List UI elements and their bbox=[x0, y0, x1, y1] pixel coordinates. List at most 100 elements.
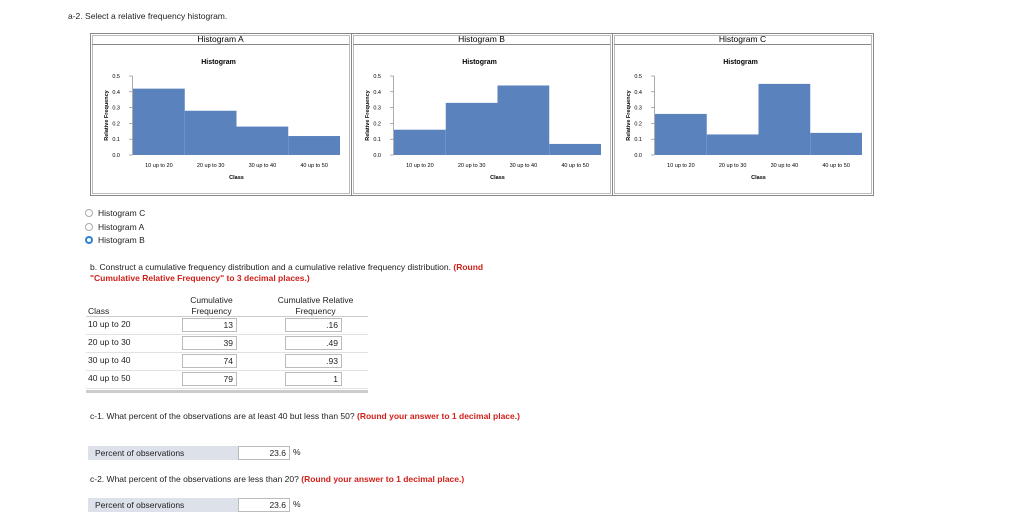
chart-title: Histogram bbox=[462, 59, 497, 66]
y-axis-label: Relative Frequency bbox=[104, 89, 110, 140]
table-header: Cumulative Relative Frequency bbox=[277, 295, 354, 316]
bar bbox=[394, 129, 446, 155]
row-label: Percent of observations bbox=[88, 498, 238, 512]
instruction: (Round your answer to 1 decimal place.) bbox=[357, 411, 520, 421]
class-cell: 30 up to 40 bbox=[88, 355, 131, 365]
answer-input[interactable]: 23.6 bbox=[238, 498, 290, 512]
label: a-2. bbox=[68, 11, 83, 21]
input-cell[interactable]: 13 bbox=[182, 318, 237, 332]
option-label: Histogram A bbox=[98, 221, 145, 232]
bar bbox=[549, 143, 601, 155]
input-cell[interactable]: .49 bbox=[285, 336, 342, 350]
bar bbox=[655, 113, 707, 155]
input-cell[interactable]: 74 bbox=[182, 354, 237, 368]
x-axis-label: Class bbox=[751, 175, 766, 181]
instruction: (Round "Cumulative Relative Frequency" t… bbox=[90, 262, 484, 283]
x-tick-label: 20 up to 30 bbox=[719, 163, 747, 169]
x-tick-label: 30 up to 40 bbox=[249, 163, 277, 169]
y-tick-label: 0.1 bbox=[634, 137, 642, 143]
radio[interactable] bbox=[85, 222, 93, 231]
table-header: Class bbox=[88, 306, 110, 316]
y-tick-label: 0.0 bbox=[373, 153, 381, 159]
answer-input[interactable]: 23.6 bbox=[238, 446, 290, 460]
bar bbox=[445, 102, 498, 155]
input-cell[interactable]: 39 bbox=[182, 336, 237, 350]
label: c-2. bbox=[90, 474, 105, 484]
chart-title: Histogram bbox=[201, 59, 236, 66]
chart-title: Histogram bbox=[723, 59, 758, 66]
x-axis-label: Class bbox=[490, 175, 505, 181]
heading: Histogram C bbox=[719, 34, 766, 44]
y-tick-label: 0.1 bbox=[373, 137, 381, 143]
unit: % bbox=[293, 447, 301, 457]
input-cell[interactable]: .93 bbox=[285, 354, 342, 368]
y-axis-label: Relative Frequency bbox=[626, 89, 632, 140]
heading: Histogram B bbox=[458, 34, 505, 44]
x-tick-label: 30 up to 40 bbox=[771, 163, 799, 169]
input-cell[interactable]: 1 bbox=[285, 372, 342, 386]
x-tick-label: 20 up to 30 bbox=[458, 163, 486, 169]
input-cell[interactable]: .16 bbox=[285, 318, 342, 332]
row-rule bbox=[86, 370, 368, 371]
row-rule bbox=[86, 388, 368, 389]
y-tick-label: 0.2 bbox=[373, 121, 381, 127]
question-b: b. Construct a cumulative frequency dist… bbox=[90, 262, 520, 284]
header-rule bbox=[86, 316, 368, 317]
bar bbox=[810, 132, 862, 155]
y-tick-label: 0.1 bbox=[112, 137, 120, 143]
x-axis-label: Class bbox=[229, 175, 244, 181]
panel bbox=[612, 33, 874, 196]
radio[interactable] bbox=[85, 236, 93, 244]
x-tick-label: 10 up to 20 bbox=[406, 163, 434, 169]
bar bbox=[133, 88, 185, 155]
text: What percent of the observations are les… bbox=[106, 474, 299, 484]
panel-inner bbox=[92, 35, 350, 194]
x-tick-label: 40 up to 50 bbox=[561, 163, 589, 169]
y-tick-label: 0.2 bbox=[634, 121, 642, 127]
x-tick-label: 30 up to 40 bbox=[510, 163, 538, 169]
x-tick-label: 10 up to 20 bbox=[667, 163, 695, 169]
bar bbox=[236, 126, 289, 155]
input-cell[interactable]: 79 bbox=[182, 372, 237, 386]
question-c1: c-1. What percent of the observations ar… bbox=[90, 411, 530, 422]
y-tick-label: 0.2 bbox=[112, 121, 120, 127]
panel-inner bbox=[614, 35, 872, 194]
bar bbox=[706, 134, 759, 155]
y-tick-label: 0.5 bbox=[112, 74, 120, 80]
x-tick-label: 40 up to 50 bbox=[822, 163, 850, 169]
panel-inner bbox=[353, 35, 611, 194]
bar bbox=[497, 85, 550, 155]
option-label: Histogram C bbox=[98, 208, 146, 218]
y-tick-label: 0.4 bbox=[112, 90, 120, 96]
y-tick-label: 0.3 bbox=[373, 106, 381, 112]
label: c-1. bbox=[90, 411, 105, 421]
class-cell: 20 up to 30 bbox=[88, 337, 131, 347]
text: Construct a cumulative frequency distrib… bbox=[99, 262, 451, 272]
question-c2: c-2. What percent of the observations ar… bbox=[90, 474, 530, 485]
x-tick-label: 40 up to 50 bbox=[300, 163, 328, 169]
y-tick-label: 0.3 bbox=[634, 106, 642, 112]
bar bbox=[288, 136, 340, 155]
question-a2: a-2. Select a relative frequency histogr… bbox=[68, 11, 227, 22]
y-tick-label: 0.4 bbox=[634, 90, 642, 96]
x-tick-label: 10 up to 20 bbox=[145, 163, 173, 169]
radio[interactable] bbox=[85, 209, 93, 217]
bar bbox=[184, 110, 237, 155]
option-label: Histogram B bbox=[98, 235, 145, 245]
class-cell: 10 up to 20 bbox=[88, 319, 131, 329]
unit: % bbox=[293, 499, 301, 509]
table-rule bbox=[86, 390, 368, 393]
heading: Histogram A bbox=[197, 34, 244, 44]
table-header: Cumulative Frequency bbox=[190, 295, 233, 316]
y-tick-label: 0.5 bbox=[634, 74, 642, 80]
text: Select a relative frequency histogram. bbox=[85, 11, 228, 21]
x-tick-label: 20 up to 30 bbox=[197, 163, 225, 169]
bar bbox=[758, 83, 811, 155]
y-tick-label: 0.5 bbox=[373, 74, 381, 80]
row-rule bbox=[86, 352, 368, 353]
row-label: Percent of observations bbox=[88, 446, 238, 460]
row-rule bbox=[86, 334, 368, 335]
instruction: (Round your answer to 1 decimal place.) bbox=[301, 474, 465, 484]
